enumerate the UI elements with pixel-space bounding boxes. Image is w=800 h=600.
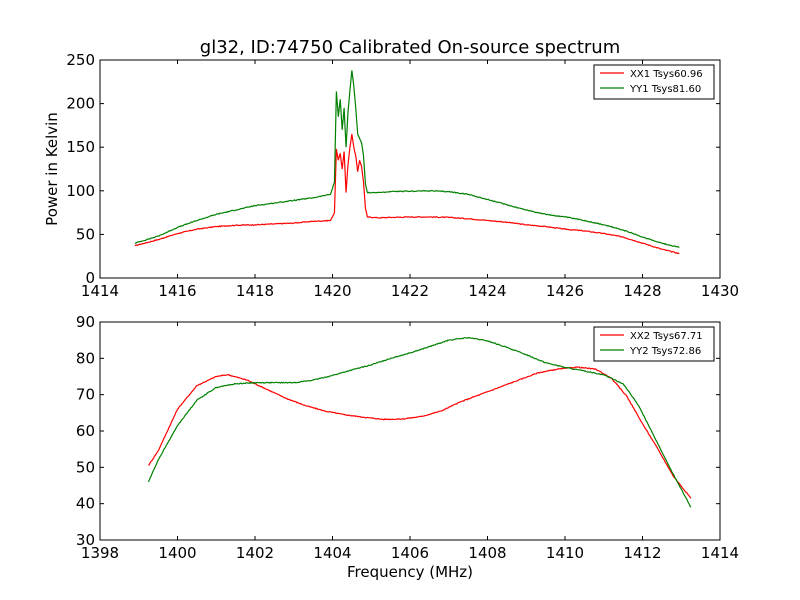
panel-2: 1398 1400 1402 1404 1406 1408 1410 1412 1414 30 40… [76,313,739,581]
x-tick-label: 1406 [391,544,429,562]
legend-entry: YY1 Tsys81.60 [629,84,701,95]
y-tick-label: 0 [85,269,95,287]
series-line-yy2 [147,336,692,508]
y-tick-label: 50 [76,458,95,476]
y-tick-label: 60 [76,422,95,440]
x-tick-label: 1422 [391,282,429,300]
series-line-yy1 [134,70,680,248]
legend-entry: XX2 Tsys67.71 [630,331,703,342]
y-tick-label: 40 [76,495,95,513]
x-tick-label: 1408 [468,544,506,562]
panel-1: 1414 1416 1418 1420 1422 1424 1426 1428 1430 0 50 1… [43,51,739,300]
x-tick-label: 1418 [236,282,274,300]
series-line-xx1 [134,134,680,255]
y-tick-label: 50 [76,225,95,243]
y-tick-label: 200 [66,95,95,113]
x-tick-label: 1420 [313,282,351,300]
y-tick-label: 70 [76,386,95,404]
x-tick-label: 1416 [158,282,196,300]
legend-entry: XX1 Tsys60.96 [630,69,703,80]
x-tick-label: 1400 [158,544,196,562]
chart-title: gl32, ID:74750 Calibrated On-source spec… [200,37,620,58]
x-tick-label: 1426 [546,282,584,300]
y-tick-label: 150 [66,138,95,156]
legend-box [593,326,715,362]
x-tick-label: 1424 [468,282,506,300]
x-tick-label: 1410 [546,544,584,562]
x-tick-label: 1402 [236,544,274,562]
legend-entry: YY2 Tsys72.86 [629,346,701,357]
y-tick-label: 100 [66,182,95,200]
x-tick-label: 1398 [81,544,119,562]
x-tick-label: 1430 [701,282,739,300]
y-tick-label: 90 [76,313,95,331]
x-tick-label: 1404 [313,544,351,562]
series-line-xx2 [147,366,692,499]
y-tick-label: 80 [76,349,95,367]
x-tick-label: 1428 [623,282,661,300]
legend: XX1 Tsys60.96 YY1 Tsys81.60 [593,64,715,100]
y-tick-label: 30 [76,531,95,549]
y-axis-label: Power in Kelvin [43,112,61,226]
legend-box [593,64,715,100]
x-tick-label: 1414 [81,282,119,300]
x-tick-label: 1414 [701,544,739,562]
legend: XX2 Tsys67.71 YY2 Tsys72.86 [593,326,715,362]
y-tick-label: 250 [66,51,95,69]
x-tick-label: 1412 [623,544,661,562]
x-axis-label: Frequency (MHz) [347,563,473,581]
